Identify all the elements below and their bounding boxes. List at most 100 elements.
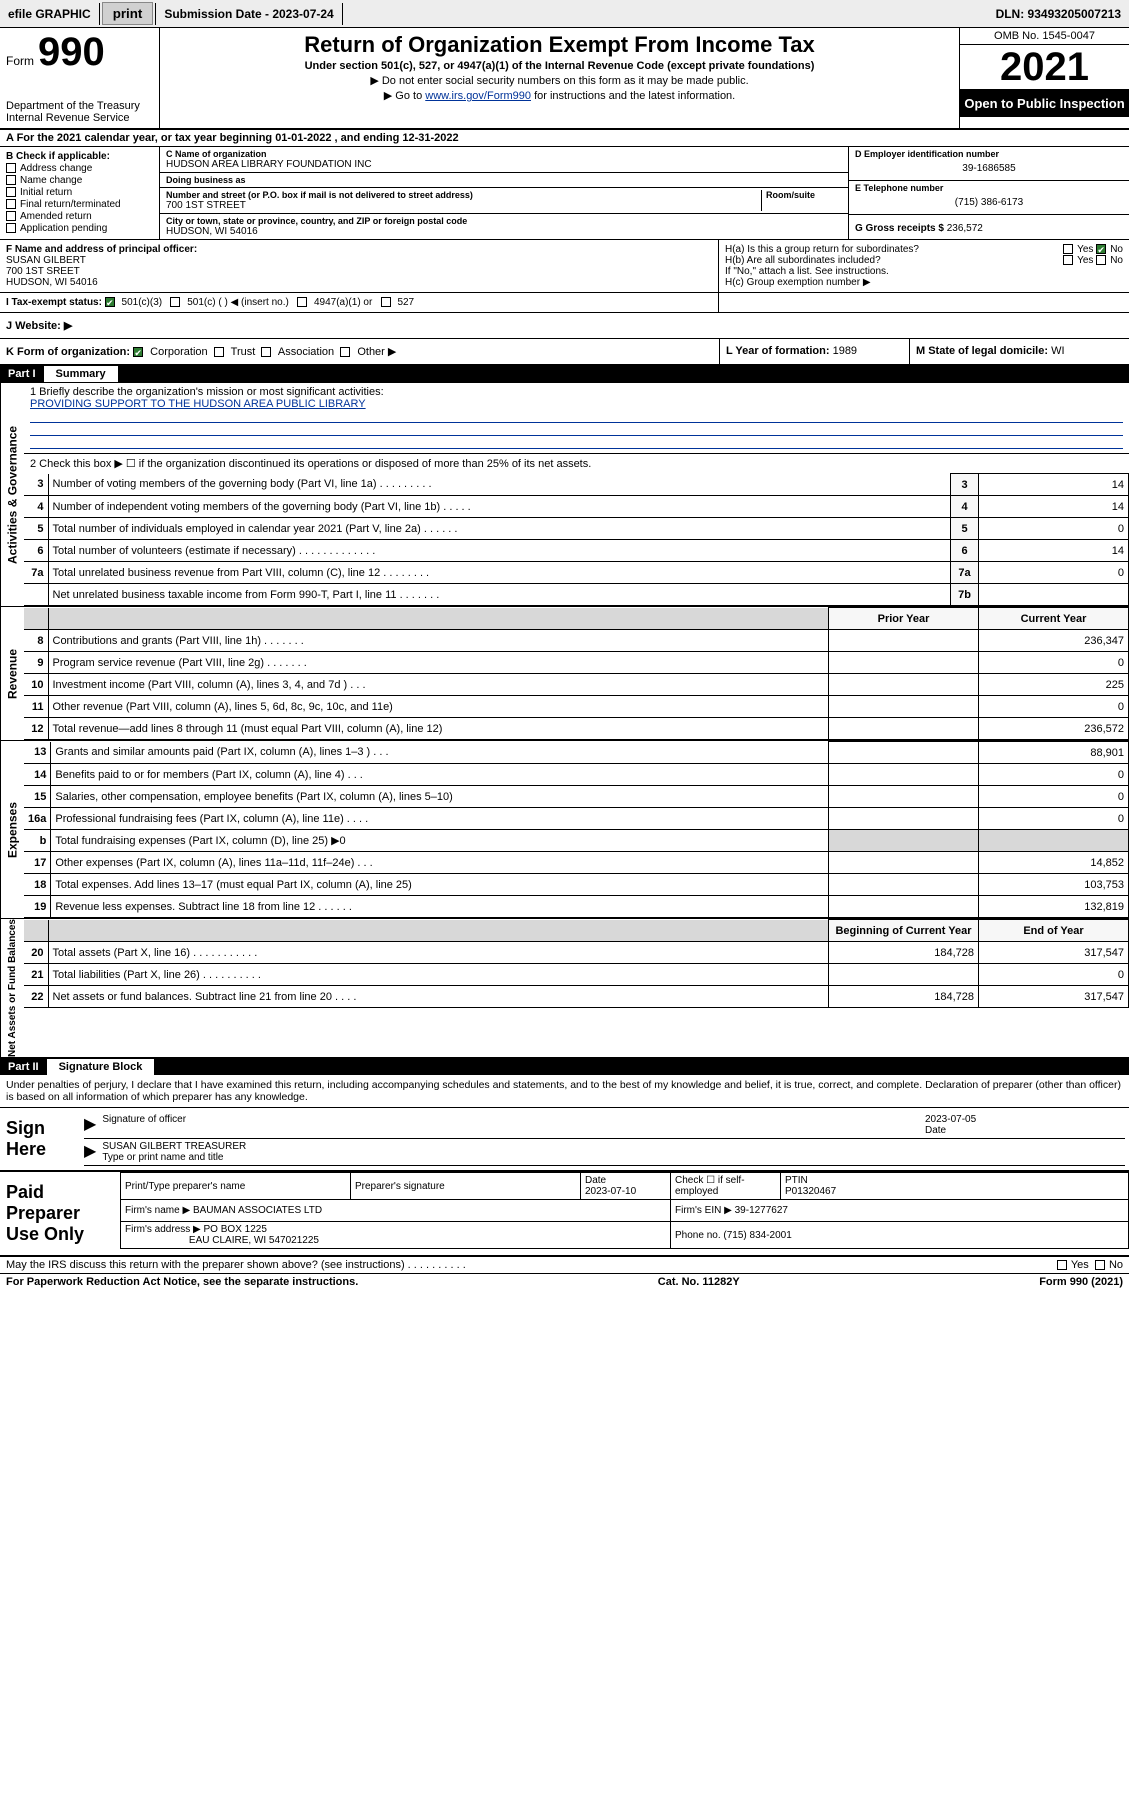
hb-question: H(b) Are all subordinates included? [725,255,881,266]
efile-label: efile GRAPHIC [0,3,99,25]
check-other[interactable] [340,347,350,357]
check-address-change[interactable]: Address change [6,163,153,174]
expenses-table: 13Grants and similar amounts paid (Part … [24,741,1129,918]
street-label: Number and street (or P.O. box if mail i… [166,190,757,200]
line-a: A For the 2021 calendar year, or tax yea… [0,130,1129,147]
check-527[interactable] [381,297,391,307]
dept-label: Department of the Treasury [6,100,153,112]
check-initial-return[interactable]: Initial return [6,187,153,198]
arrow-icon: ▶ [84,1141,96,1163]
print-button[interactable]: print [102,2,154,25]
table-row: 18Total expenses. Add lines 13–17 (must … [24,874,1129,896]
k-form-org: K Form of organization: ✔ Corporation Tr… [0,339,719,364]
part2-bar: Part II Signature Block [0,1059,1129,1075]
org-name: HUDSON AREA LIBRARY FOUNDATION INC [166,159,842,170]
mission-question: 1 Briefly describe the organization's mi… [30,386,1123,398]
prior-year-header: Prior Year [829,608,979,630]
mission-block: 1 Briefly describe the organization's mi… [24,383,1129,454]
firm-addr1: PO BOX 1225 [204,1224,267,1235]
firm-addr2: EAU CLAIRE, WI 547021225 [189,1235,319,1246]
check-final-return[interactable]: Final return/terminated [6,199,153,210]
check-501c3[interactable]: ✔ [105,297,115,307]
declaration-text: Under penalties of perjury, I declare th… [0,1075,1129,1107]
current-year-header: Current Year [979,608,1129,630]
irs-link[interactable]: www.irs.gov/Form990 [425,90,531,102]
table-row: 7aTotal unrelated business revenue from … [24,562,1129,584]
room-label: Room/suite [766,190,842,200]
form-footer: Form 990 (2021) [1039,1276,1123,1288]
part2-label: Part II [0,1059,47,1075]
street-value: 700 1ST STREET [166,200,757,211]
ein-label: D Employer identification number [855,149,1123,159]
table-row: 12Total revenue—add lines 8 through 11 (… [24,718,1129,740]
table-row: 4Number of independent voting members of… [24,496,1129,518]
check-corporation[interactable]: ✔ [133,347,143,357]
table-row: 20Total assets (Part X, line 16) . . . .… [24,942,1129,964]
check-association[interactable] [261,347,271,357]
vtab-expenses: Expenses [0,741,24,918]
check-trust[interactable] [214,347,224,357]
check-4947[interactable] [297,297,307,307]
table-row: 8Contributions and grants (Part VIII, li… [24,630,1129,652]
form-title: Return of Organization Exempt From Incom… [168,32,951,58]
revenue-table: Prior Year Current Year 8Contributions a… [24,607,1129,740]
table-row: 17Other expenses (Part IX, column (A), l… [24,852,1129,874]
phone-value: (715) 386-6173 [855,193,1123,212]
ein-value: 39-1686585 [855,159,1123,178]
hc-label: H(c) Group exemption number ▶ [725,277,1123,288]
ptin-value: P01320467 [785,1186,836,1197]
table-row: 22Net assets or fund balances. Subtract … [24,986,1129,1008]
table-row: 6Total number of volunteers (estimate if… [24,540,1129,562]
beginning-year-header: Beginning of Current Year [829,920,979,942]
firm-ein: 39-1277627 [735,1205,788,1216]
open-public-badge: Open to Public Inspection [960,90,1129,117]
tax-exempt-row: I Tax-exempt status: ✔ 501(c)(3) 501(c) … [0,293,719,312]
table-row: Net unrelated business taxable income fr… [24,584,1129,606]
state-domicile: M State of legal domicile: WI [909,339,1129,364]
gross-receipts-value: 236,572 [947,223,983,234]
ha-question: H(a) Is this a group return for subordin… [725,244,919,255]
check-501c[interactable] [170,297,180,307]
submission-date: Submission Date - 2023-07-24 [156,3,341,25]
box-de: D Employer identification number 39-1686… [849,147,1129,239]
arrow-icon: ▶ [84,1114,96,1136]
officer-addr2: HUDSON, WI 54016 [6,277,98,288]
ssn-note: ▶ Do not enter social security numbers o… [168,74,951,87]
table-row: 3Number of voting members of the governi… [24,474,1129,496]
check-application-pending[interactable]: Application pending [6,223,153,234]
officer-label: F Name and address of principal officer: [6,244,197,255]
part1-title: Summary [44,366,118,382]
box-c: C Name of organization HUDSON AREA LIBRA… [160,147,849,239]
line-2: 2 Check this box ▶ ☐ if the organization… [24,454,1129,473]
website-row: J Website: ▶ [0,313,1129,339]
check-name-change[interactable]: Name change [6,175,153,186]
sig-officer-label: Signature of officer [102,1114,186,1125]
h-note: If "No," attach a list. See instructions… [725,266,1123,277]
self-employed-check[interactable]: Check ☐ if self-employed [671,1173,781,1200]
check-amended-return[interactable]: Amended return [6,211,153,222]
officer-box: F Name and address of principal officer:… [0,240,719,292]
officer-name: SUSAN GILBERT [6,255,86,266]
preparer-name-header: Print/Type preparer's name [121,1173,351,1200]
printed-name-label: Type or print name and title [102,1152,223,1163]
dba-label: Doing business as [166,175,842,185]
table-row: 11Other revenue (Part VIII, column (A), … [24,696,1129,718]
sign-here-label: Sign Here [0,1108,80,1170]
org-name-label: C Name of organization [166,149,842,159]
firm-phone: (715) 834-2001 [723,1230,791,1241]
officer-addr1: 700 1ST SREET [6,266,80,277]
goto-note: ▶ Go to www.irs.gov/Form990 for instruct… [168,89,951,102]
box-b: B Check if applicable: Address change Na… [0,147,160,239]
discuss-yesno[interactable]: Yes No [1057,1259,1123,1271]
form-subtitle: Under section 501(c), 527, or 4947(a)(1)… [168,60,951,72]
paid-preparer-block: Paid Preparer Use Only Print/Type prepar… [0,1170,1129,1257]
sign-date-label: Date [925,1125,946,1136]
preparer-date: 2023-07-10 [585,1186,636,1197]
part1-bar: Part I Summary [0,366,1129,382]
irs-label: Internal Revenue Service [6,112,153,124]
mission-answer[interactable]: PROVIDING SUPPORT TO THE HUDSON AREA PUB… [30,398,366,410]
form-header: Form 990 Department of the Treasury Inte… [0,28,1129,130]
pra-notice: For Paperwork Reduction Act Notice, see … [6,1276,358,1288]
tax-year: 2021 [960,45,1129,90]
discuss-question: May the IRS discuss this return with the… [6,1259,466,1271]
